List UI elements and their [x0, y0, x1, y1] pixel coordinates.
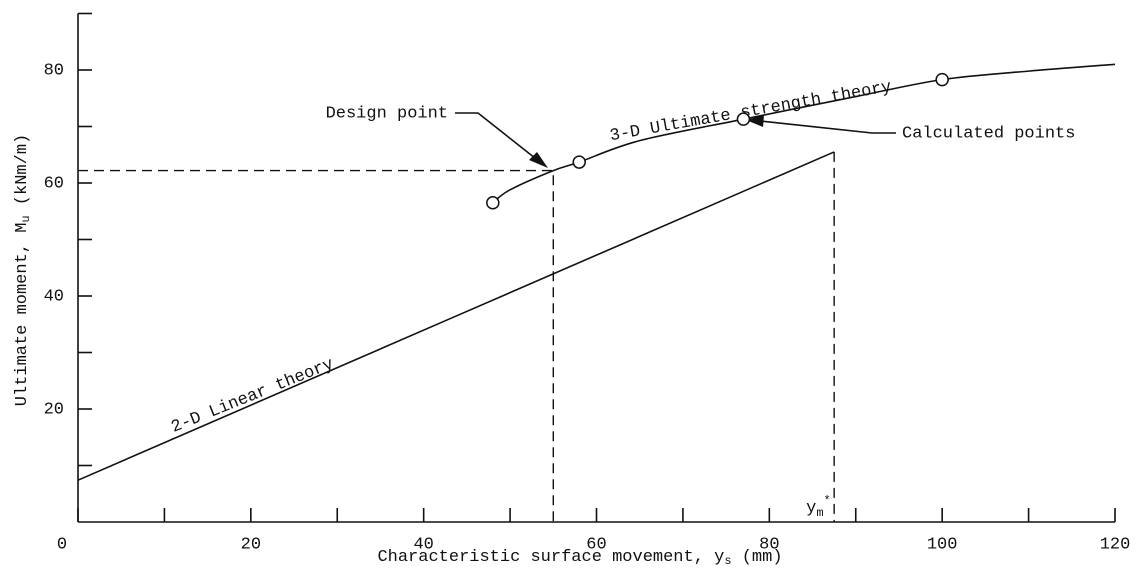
calculated-point	[486, 196, 500, 210]
calculated-point	[935, 72, 949, 87]
ym-label-part: m	[816, 506, 823, 520]
y-tick-label: 20	[44, 400, 64, 419]
x-tick-label: 80	[759, 535, 779, 554]
ym-label-part: y	[806, 499, 816, 518]
calc-arrow	[759, 120, 896, 134]
ym-label: ym*	[806, 494, 831, 520]
series-label: 3-D Ultimate strength theory	[609, 78, 894, 146]
x-tick-label: 100	[927, 535, 958, 554]
series-line	[492, 63, 1116, 204]
series-line	[77, 151, 835, 481]
x-tick-label: 0	[57, 535, 67, 554]
x-tick-label: 20	[241, 535, 261, 554]
design-point-label: Design point	[326, 104, 448, 123]
design-guide	[78, 169, 554, 522]
x-tick-label: 40	[413, 535, 433, 554]
y-tick-label: 40	[44, 287, 64, 306]
x-tick-label: 60	[586, 535, 606, 554]
calculated-point	[736, 112, 751, 126]
design-arrow	[455, 112, 541, 163]
y-tick-label: 80	[44, 61, 64, 80]
y-axis-label: Ultimate moment, Mu (kNm/m)	[13, 134, 33, 406]
x-tick-label: 120	[1100, 535, 1131, 554]
y-tick-label: 60	[44, 174, 64, 193]
arrow-head	[746, 115, 764, 127]
ym-label-part: *	[824, 494, 831, 508]
calculated-point	[572, 155, 586, 169]
arrow-head	[529, 152, 548, 168]
x-axis-label: Characteristic surface movement, ys (mm)	[377, 548, 782, 568]
calculated-points-label: Calculated points	[902, 124, 1075, 143]
series-label: 2-D Linear theory	[169, 355, 337, 438]
